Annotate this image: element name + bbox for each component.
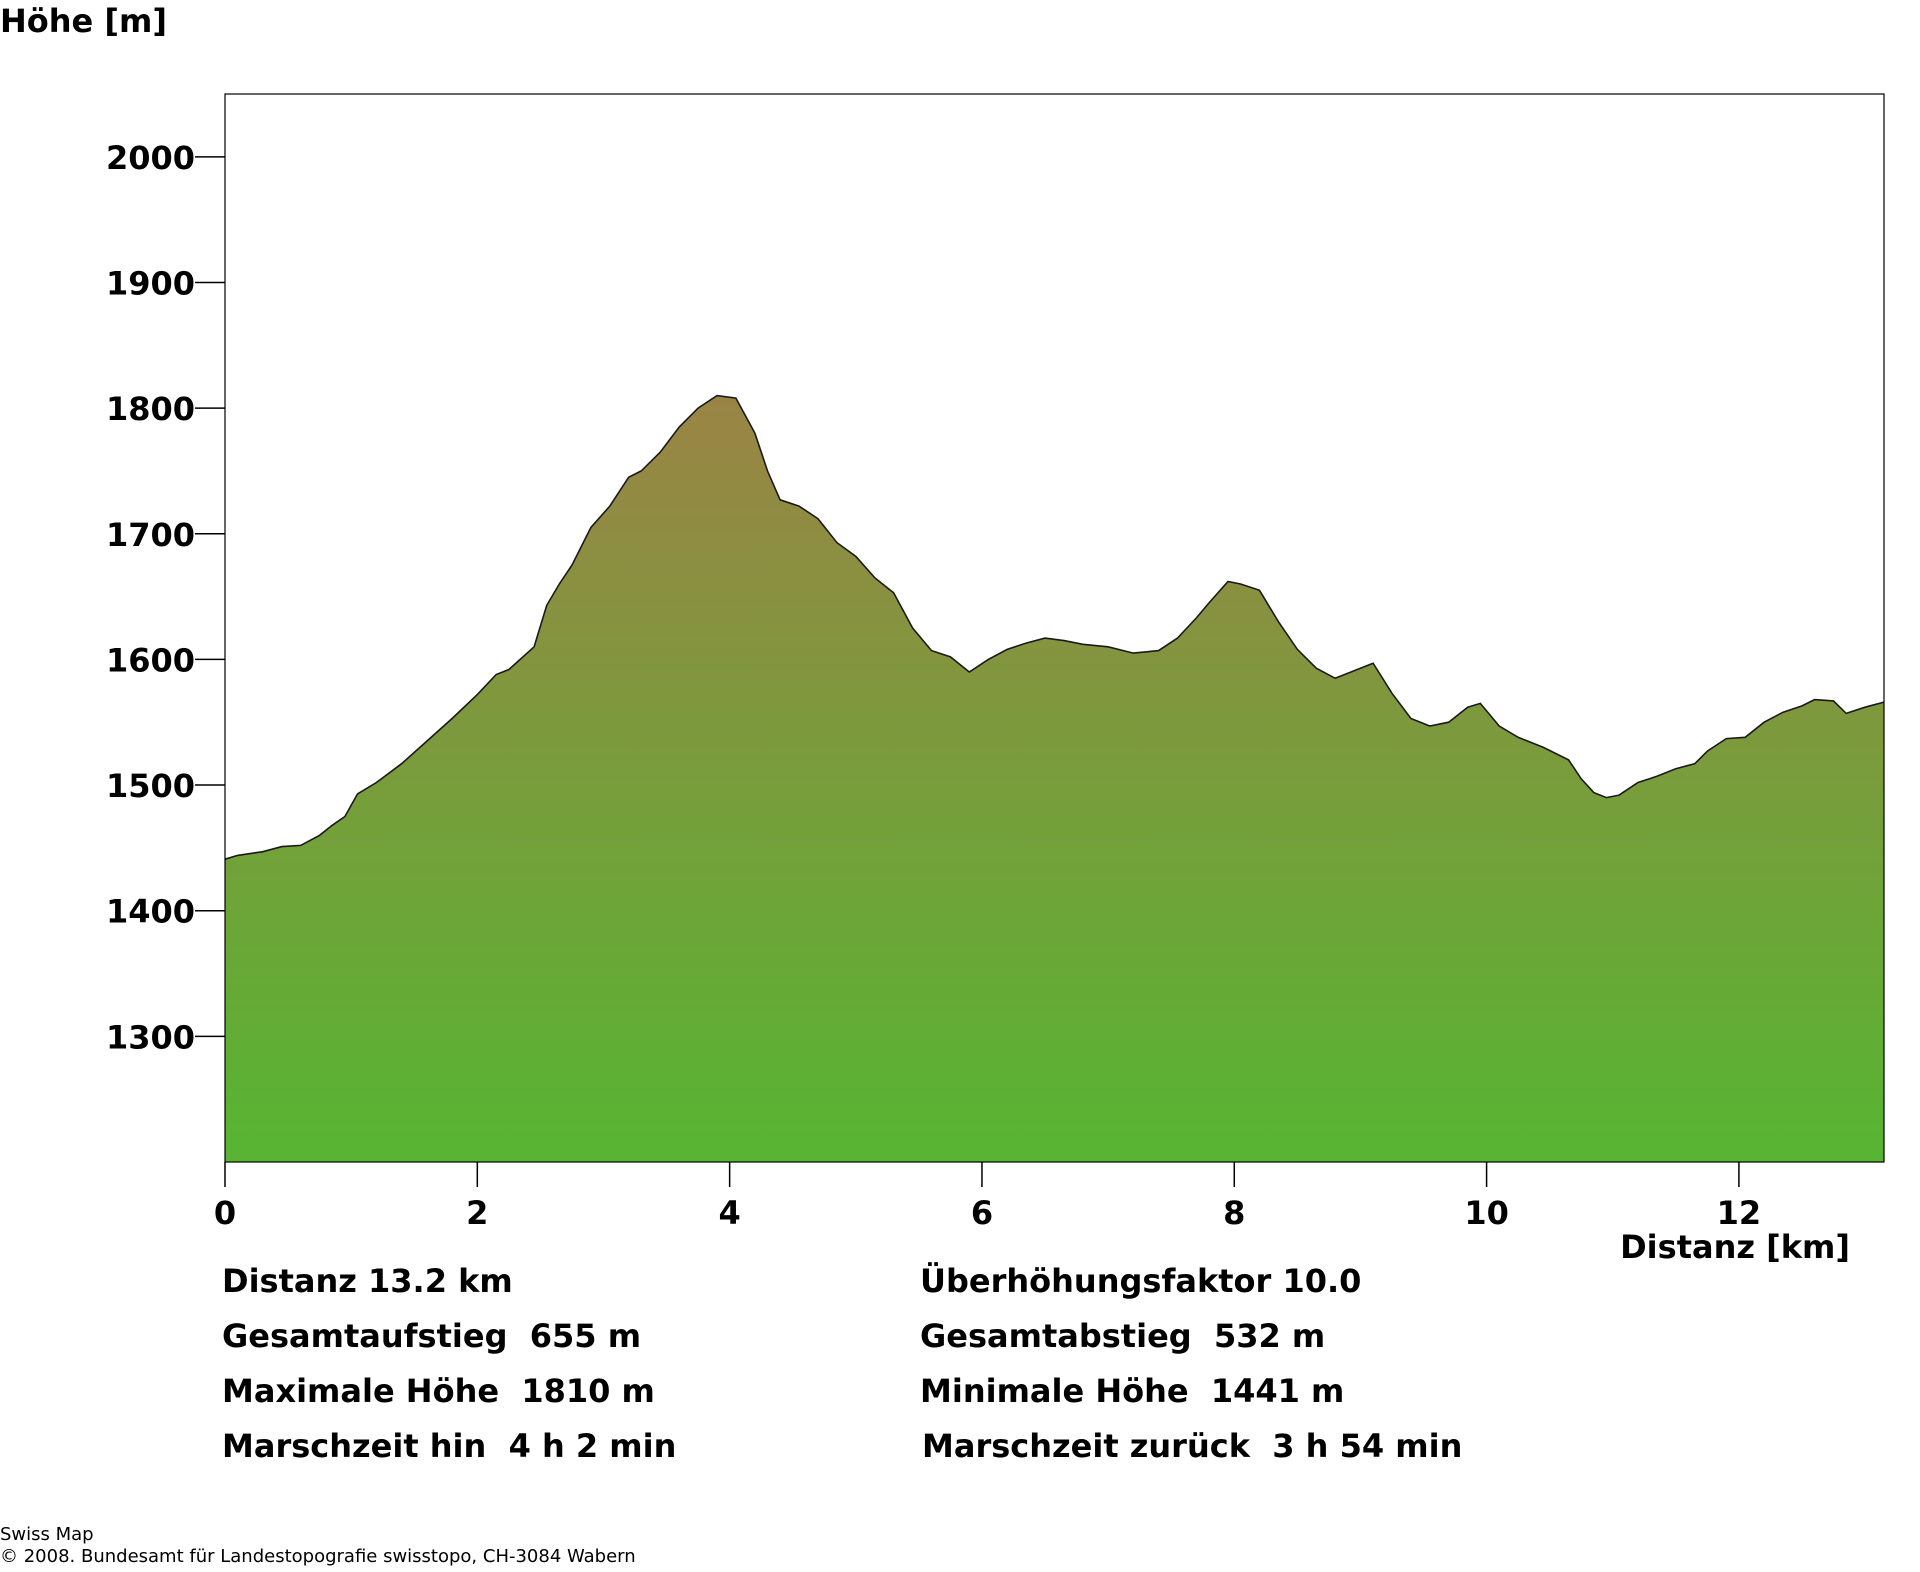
stats-right-4: Marschzeit zurück 3 h 54 min [922, 1427, 1463, 1465]
y-tick-label: 1700 [106, 516, 195, 554]
stats-right-1: Überhöhungsfaktor 10.0 [920, 1262, 1362, 1300]
x-axis-label: Distanz [km] [1620, 1228, 1850, 1266]
x-tick-label: 0 [214, 1194, 236, 1232]
y-tick-label: 1800 [106, 390, 195, 428]
x-tick-label: 12 [1717, 1194, 1762, 1232]
y-tick-label: 1300 [106, 1018, 195, 1056]
stats-left-4: Marschzeit hin 4 h 2 min [222, 1427, 677, 1465]
footer-title: Swiss Map [0, 1524, 94, 1545]
y-tick-label: 1500 [106, 767, 195, 805]
stats-right-2: Gesamtabstieg 532 m [920, 1317, 1326, 1355]
y-axis-label: Höhe [m] [0, 2, 167, 40]
x-tick-label: 8 [1223, 1194, 1245, 1232]
stats-left-3: Maximale Höhe 1810 m [222, 1372, 655, 1410]
y-tick-label: 1400 [106, 893, 195, 931]
plot-frame [224, 93, 1885, 1163]
elevation-area [225, 395, 1884, 1163]
y-tick-label: 1600 [106, 641, 195, 679]
stats-left-2: Gesamtaufstieg 655 m [222, 1317, 642, 1355]
y-tick-label: 2000 [106, 139, 195, 177]
x-tick-label: 2 [466, 1194, 488, 1232]
y-tick-label: 1900 [106, 264, 195, 302]
elevation-line [224, 394, 1885, 860]
stats-left-1: Distanz 13.2 km [222, 1262, 513, 1300]
footer-copyright: © 2008. Bundesamt für Landestopografie s… [0, 1546, 636, 1567]
x-tick-label: 6 [971, 1194, 993, 1232]
stats-right-3: Minimale Höhe 1441 m [920, 1372, 1345, 1410]
x-tick-label: 10 [1464, 1194, 1509, 1232]
x-tick-label: 4 [719, 1194, 741, 1232]
